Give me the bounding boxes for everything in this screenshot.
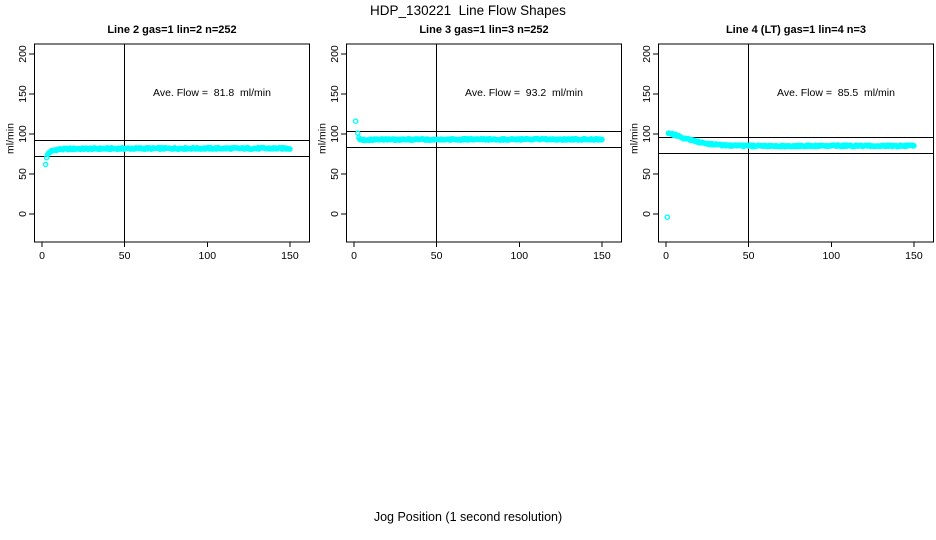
- x-axis-tick-label: 100: [511, 250, 529, 262]
- panel-title: Line 2 gas=1 lin=2 n=252: [107, 24, 237, 36]
- x-axis-tick-label: 0: [39, 250, 45, 262]
- y-axis-tick-label: 150: [17, 85, 29, 103]
- y-axis-label: ml/min: [4, 123, 17, 154]
- y-axis-tick-label: 200: [17, 45, 29, 63]
- ave-flow-annotation: Ave. Flow = 81.8 ml/min: [153, 87, 271, 99]
- x-axis-tick-label: 50: [431, 250, 443, 262]
- plot-box: [34, 43, 310, 243]
- x-axis-tick-label: 100: [823, 250, 841, 262]
- panel-title: Line 3 gas=1 lin=3 n=252: [419, 24, 549, 36]
- plot-canvas-line-4: 0 50 100 150 0 50 100 150 200: [641, 43, 934, 262]
- y-axis-tick-label: 0: [329, 211, 341, 217]
- figure-title: HDP_130221 Line Flow Shapes: [370, 3, 566, 18]
- ave-flow-annotation: Ave. Flow = 85.5 ml/min: [777, 87, 895, 99]
- data-points: [42, 144, 293, 168]
- data-points: [352, 118, 605, 144]
- x-axis-tick-label: 100: [199, 250, 217, 262]
- data-point: [911, 142, 917, 149]
- data-points: [664, 130, 917, 220]
- y-axis-tick-label: 50: [17, 168, 29, 180]
- y-axis-tick-label: 100: [17, 125, 29, 143]
- y-axis-tick-label: 150: [329, 85, 341, 103]
- x-axis-tick-label: 150: [905, 250, 923, 262]
- x-axis-tick-label: 150: [281, 250, 299, 262]
- y-axis-tick-label: 50: [641, 168, 653, 180]
- x-axis-tick-label: 0: [663, 250, 669, 262]
- x-axis-tick-label: 150: [593, 250, 611, 262]
- outlier-point: [664, 214, 671, 220]
- data-point: [287, 146, 293, 152]
- ave-flow-annotation: Ave. Flow = 93.2 ml/min: [465, 87, 583, 99]
- y-axis-label: ml/min: [316, 123, 329, 154]
- y-axis-tick-label: 0: [17, 211, 29, 217]
- panel-line-3: 0 50 100 150 0 50 100 150 200 Line 3 gas=1 lin=3…: [312, 20, 624, 280]
- y-axis-tick-label: 200: [641, 45, 653, 63]
- plot-canvas-line-3: 0 50 100 150 0 50 100 150 200: [329, 43, 622, 262]
- y-axis-tick-label: 150: [641, 85, 653, 103]
- data-point: [599, 136, 605, 143]
- y-axis-tick-label: 100: [641, 125, 653, 143]
- y-axis-tick-label: 50: [329, 168, 341, 180]
- y-axis-tick-label: 100: [329, 125, 341, 143]
- outlier-point: [352, 118, 359, 124]
- y-axis-tick-label: 0: [641, 211, 653, 217]
- x-axis-tick-label: 50: [743, 250, 755, 262]
- x-axis-tick-label: 0: [351, 250, 357, 262]
- plot-canvas-line-2: 0 50 100 150 0 50 100 150 200: [17, 43, 310, 262]
- panels-row: 0 50 100 150 0 50 100 150 200 Line 2 gas=1 lin=2…: [0, 20, 936, 280]
- outlier-point: [355, 130, 361, 136]
- x-axis-tick-label: 50: [119, 250, 131, 262]
- y-axis-tick-label: 200: [329, 45, 341, 63]
- x-axis-label: Jog Position (1 second resolution): [373, 510, 563, 524]
- panel-title: Line 4 (LT) gas=1 lin=4 n=3: [725, 24, 867, 36]
- outlier-point: [42, 161, 49, 168]
- plot-box: [658, 43, 934, 243]
- plot-box: [346, 43, 622, 243]
- panel-line-4: 0 50 100 150 0 50 100 150 200 Line 4 (LT) gas=1 …: [624, 20, 936, 280]
- y-axis-label: ml/min: [628, 123, 641, 154]
- panel-line-2: 0 50 100 150 0 50 100 150 200 Line 2 gas=1 lin=2…: [0, 20, 312, 280]
